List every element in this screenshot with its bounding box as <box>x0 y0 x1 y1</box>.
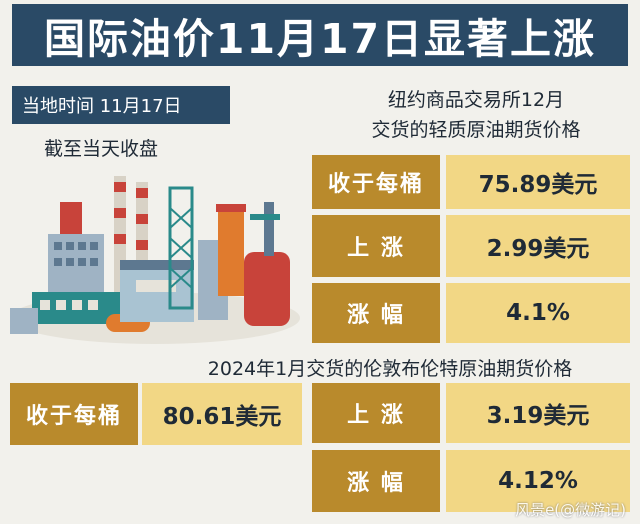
brent-rise-label: 上 涨 <box>312 383 440 443</box>
nymex-title-line2: 交货的轻质原油期货价格 <box>371 119 581 141</box>
brent-title: 2024年1月交货的伦敦布伦特原油期货价格 <box>207 358 573 380</box>
brent-pct-label: 涨 幅 <box>312 450 440 512</box>
close-note: 截至当天收盘 <box>44 138 159 160</box>
nymex-title-line1: 纽约商品交易所12月 <box>387 89 565 111</box>
nymex-rise-label: 上 涨 <box>312 215 440 277</box>
title-banner: 国际油价11月17日显著上涨 <box>12 4 628 66</box>
nymex-rise-value: 2.99美元 <box>446 215 630 277</box>
nymex-pct-label: 涨 幅 <box>312 283 440 343</box>
brent-rise-value: 3.19美元 <box>446 383 630 443</box>
refinery-illustration <box>10 176 300 344</box>
page-title: 国际油价11月17日显著上涨 <box>43 15 597 63</box>
brent-pct-value: 4.12% <box>446 450 630 512</box>
local-time-badge: 当地时间 11月17日 <box>12 86 230 124</box>
nymex-close-value: 75.89美元 <box>446 155 630 209</box>
watermark: 风景e(@微游记) <box>515 501 626 519</box>
nymex-close-label: 收于每桶 <box>312 155 440 209</box>
brent-close-label: 收于每桶 <box>10 383 138 445</box>
nymex-pct-value: 4.1% <box>446 283 630 343</box>
brent-close-value: 80.61美元 <box>142 383 302 445</box>
